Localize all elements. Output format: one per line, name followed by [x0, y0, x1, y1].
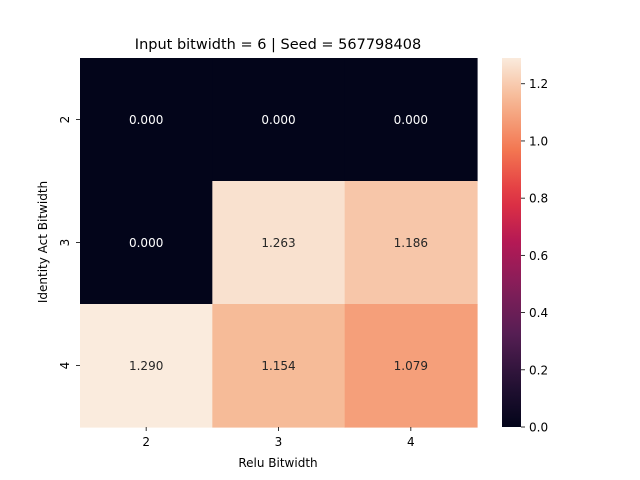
y-tick-label: 2	[58, 116, 72, 124]
colorbar-tick-label: 1.2	[529, 77, 548, 91]
colorbar-tick-label: 1.0	[529, 134, 548, 148]
heatmap-cell-r1-c1	[212, 181, 346, 305]
colorbar-tick-label: 0.2	[529, 363, 548, 377]
heatmap-cell-r2-c2	[344, 304, 478, 428]
heatmap-cells	[80, 58, 478, 428]
cell-value-label-r0-c2: 0.000	[394, 113, 428, 127]
x-tick-label: 3	[275, 435, 283, 449]
y-tick-label: 3	[58, 239, 72, 247]
y-tick-label: 4	[58, 362, 72, 370]
heatmap-cell-r0-c2	[344, 58, 478, 182]
y-axis-label: Identity Act Bitwidth	[36, 181, 50, 303]
chart-title: Input bitwidth = 6 | Seed = 567798408	[135, 37, 421, 53]
heatmap-cell-r1-c0	[80, 181, 213, 305]
heatmap-cell-r0-c1	[212, 58, 346, 182]
cell-value-label-r1-c2: 1.186	[394, 236, 428, 250]
x-tick-label: 4	[407, 435, 415, 449]
colorbar-tick-label: 0.8	[529, 192, 548, 206]
colorbar-tick-label: 0.4	[529, 306, 548, 320]
colorbar	[502, 58, 521, 427]
colorbar-tick-label: 0.0	[529, 421, 548, 435]
cell-value-label-r2-c0: 1.290	[129, 359, 163, 373]
cell-value-label-r1-c1: 1.263	[261, 236, 295, 250]
x-axis-ticks: 2 3 4	[142, 427, 415, 449]
heatmap-cell-r2-c0	[80, 304, 213, 428]
cell-value-label-r2-c2: 1.079	[394, 359, 428, 373]
x-tick-label: 2	[142, 435, 150, 449]
colorbar-ticks: 0.0 0.2 0.4 0.6 0.8 1.0 1.2	[521, 77, 548, 435]
cell-value-label-r0-c1: 0.000	[261, 113, 295, 127]
heatmap-cell-labels: 0.000 0.000 0.000 0.000 1.263 1.186 1.290 1.154…	[129, 113, 428, 373]
heatmap-cell-r2-c1	[212, 304, 346, 428]
y-axis-ticks: 2 3 4	[58, 116, 80, 370]
heatmap-cell-r0-c0	[80, 58, 213, 182]
x-axis-label: Relu Bitwidth	[238, 456, 317, 470]
cell-value-label-r0-c0: 0.000	[129, 113, 163, 127]
colorbar-tick-label: 0.6	[529, 249, 548, 263]
heatmap-cell-r1-c2	[344, 181, 478, 305]
cell-value-label-r2-c1: 1.154	[261, 359, 295, 373]
cell-value-label-r1-c0: 0.000	[129, 236, 163, 250]
